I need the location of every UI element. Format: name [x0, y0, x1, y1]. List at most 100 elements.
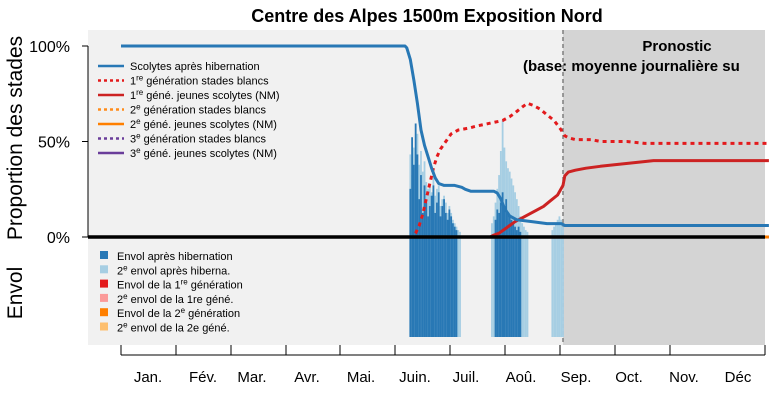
flight-bar-primary [496, 209, 499, 337]
flight-bars [409, 120, 564, 337]
legend-label: 2e génération stades blancs [130, 103, 266, 117]
y-axis-ticks: 100% 50% 0% [29, 39, 88, 247]
flight-bar-primary [416, 154, 419, 337]
flight-bar-secondary [521, 223, 524, 337]
x-tick-label: Mar. [237, 369, 266, 386]
legend-bar-swatch [100, 265, 108, 274]
flight-bar-secondary [562, 226, 564, 337]
flight-bar-secondary [556, 219, 559, 337]
flight-bar-primary [443, 199, 445, 337]
flight-bar-primary [436, 202, 438, 337]
flight-bar-primary [505, 199, 508, 337]
flight-bar-primary [450, 216, 453, 337]
series-line [121, 159, 769, 239]
legend-label: 3e génération stades blancs [130, 132, 266, 146]
flight-bar-primary [507, 212, 509, 337]
x-tick-label: Sep. [561, 369, 592, 386]
flight-bar-secondary [560, 219, 563, 337]
flight-bar-secondary [459, 231, 461, 337]
flight-bar-primary [455, 230, 458, 337]
x-tick-label: Déc [725, 369, 752, 386]
flight-bar-secondary [492, 216, 495, 337]
flight-bar-primary [515, 230, 518, 337]
x-tick-label: Aoû. [506, 369, 537, 386]
flight-bar-primary [430, 195, 433, 337]
flight-bar-primary [412, 164, 415, 337]
flight-bar-primary [423, 185, 426, 337]
flight-bar-secondary [558, 216, 561, 337]
legend-label: 2e géné. jeunes scolytes (NM) [130, 117, 277, 131]
flight-bar-primary [444, 212, 447, 337]
x-tick-label: Juin. [399, 369, 431, 386]
legend-label: 2e envol après hiberna. [117, 263, 230, 277]
flight-bar-primary [498, 212, 500, 337]
x-tick-label: Avr. [294, 369, 320, 386]
flight-bar-primary [499, 202, 502, 337]
flight-bar-secondary [554, 223, 557, 337]
forecast-label-basis: (base: moyenne journalière su [523, 58, 740, 75]
series-line [121, 44, 769, 227]
flight-bar-primary [420, 175, 422, 337]
flight-bar-secondary [551, 230, 554, 337]
flight-bar-primary [494, 219, 497, 337]
forecast-label-title: Pronostic [642, 38, 711, 55]
flight-bar-secondary [523, 226, 525, 337]
legend-label: 1re génération stades blancs [130, 74, 269, 88]
flight-bar-primary [441, 206, 444, 337]
legend-bar-swatch [100, 322, 108, 331]
legend-label: Envol après hibernation [117, 251, 233, 263]
legend-label: Envol de la 2e génération [117, 306, 240, 320]
flight-bar-primary [425, 202, 428, 337]
y-tick-label: 0% [47, 230, 70, 247]
flight-bar-primary [519, 231, 522, 337]
legend-label: 1re géné. jeunes scolytes (NM) [130, 88, 280, 102]
legend-label: Envol de la 1re génération [117, 278, 243, 292]
forecast-region [562, 30, 765, 345]
flight-bar-primary [512, 223, 515, 337]
y-axis-label-flight: Envol [4, 267, 27, 320]
chart-title: Centre des Alpes 1500m Exposition Nord [251, 6, 602, 26]
flight-bar-primary [517, 226, 520, 337]
flight-bar-secondary [457, 230, 460, 337]
x-tick-label: Mai. [347, 369, 375, 386]
flight-bar-secondary [524, 230, 527, 337]
y-axis-label: Proportion des stades [4, 36, 27, 240]
flight-bar-primary [432, 185, 435, 337]
legend-bar-swatch [100, 308, 108, 317]
flight-bar-primary [418, 199, 421, 337]
flight-bar-primary [437, 192, 440, 337]
legend-bar-swatch [100, 251, 108, 259]
flight-bar-primary [434, 212, 437, 337]
flight-bar-primary [514, 226, 516, 337]
series-line [121, 101, 769, 239]
flight-bar-secondary [491, 223, 493, 337]
flight-bar-secondary [553, 226, 555, 337]
x-axis-ticks: Jan. Fév. Mar. Avr. Mai. Juin. Juil. Aoû. Sep. Oc… [120, 345, 766, 386]
legend-label: 2e envol de la 2e géné. [117, 321, 230, 335]
flight-bar-primary [501, 192, 504, 337]
x-tick-label: Jan. [134, 369, 162, 386]
legend-label: Scolytes après hibernation [130, 61, 260, 73]
flight-bar-primary [508, 216, 511, 337]
legend-label: 3e géné. jeunes scolytes (NM) [130, 146, 277, 160]
legend-bar-swatch [100, 293, 108, 302]
flight-bar-primary [409, 188, 412, 337]
y-tick-label: 50% [38, 135, 70, 152]
flight-bar-primary [427, 216, 429, 337]
y-tick-label: 100% [29, 39, 70, 56]
flight-bar-primary [428, 206, 431, 337]
flight-bar-primary [453, 226, 456, 337]
flight-bar-primary [448, 209, 451, 337]
flight-bar-primary [503, 206, 506, 337]
flight-bar-primary [452, 223, 454, 337]
x-tick-label: Oct. [615, 369, 643, 386]
flight-bar-secondary [526, 231, 529, 337]
legend-bar-swatch [100, 279, 108, 288]
flight-bar-primary [439, 216, 442, 337]
flight-bar-primary [510, 219, 513, 337]
flight-bar-primary [446, 219, 449, 337]
x-tick-label: Fév. [189, 369, 217, 386]
